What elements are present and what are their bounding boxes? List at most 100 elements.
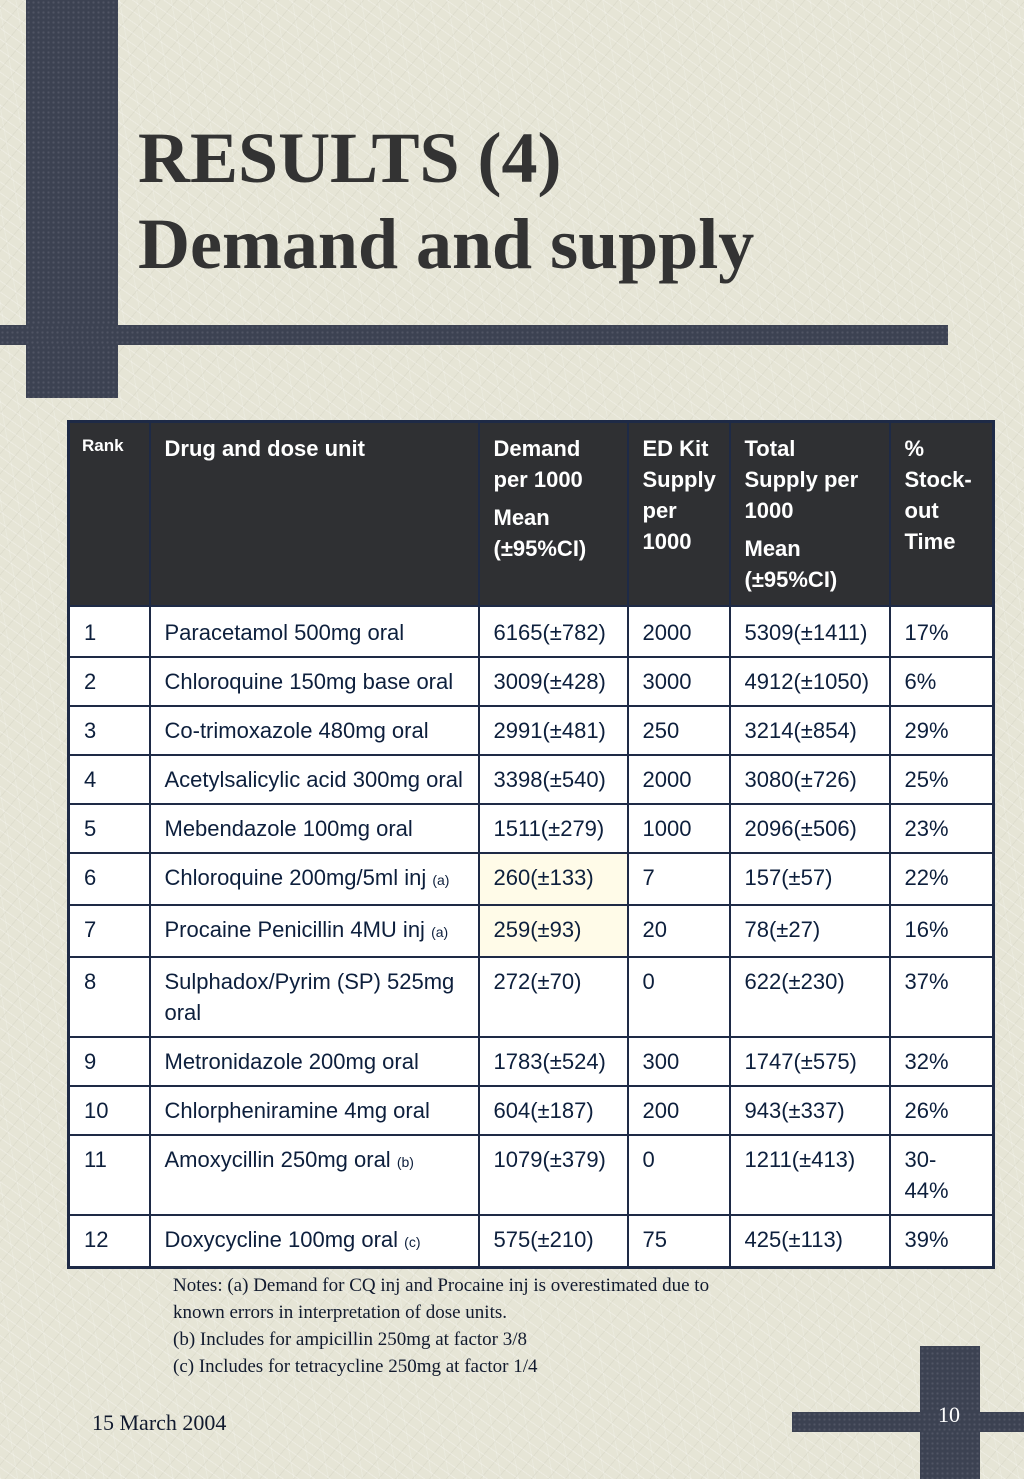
- cell-supply: 943(±337): [728, 1085, 891, 1136]
- cell-supply: 5309(±1411): [728, 605, 891, 658]
- table-row: 1 Paracetamol 500mg oral 6165(±782) 2000 530…: [67, 605, 995, 658]
- cell-demand: 2991(±481): [477, 705, 629, 756]
- header-drug: Drug and dose unit: [148, 420, 480, 607]
- cell-demand: 259(±93): [477, 904, 629, 958]
- drug-name: Procaine Penicillin 4MU inj: [164, 917, 425, 942]
- cell-edkit: 1000: [626, 803, 731, 854]
- cell-drug: Co-trimoxazole 480mg oral: [148, 705, 480, 756]
- drug-name: Metronidazole 200mg oral: [164, 1049, 419, 1074]
- cell-rank: 10: [67, 1085, 151, 1136]
- table-row: 5 Mebendazole 100mg oral 1511(±279) 1000 209…: [67, 803, 995, 854]
- cell-demand: 6165(±782): [477, 605, 629, 658]
- cell-drug: Acetylsalicylic acid 300mg oral: [148, 754, 480, 805]
- cell-rank: 3: [67, 705, 151, 756]
- cell-drug: Sulphadox/Pyrim (SP) 525mg oral: [148, 956, 480, 1038]
- cell-supply: 78(±27): [728, 904, 891, 958]
- slide-title-line1: RESULTS (4): [138, 118, 562, 198]
- page-number: 10: [938, 1402, 960, 1427]
- drug-name: Co-trimoxazole 480mg oral: [164, 718, 429, 743]
- cell-rank: 4: [67, 754, 151, 805]
- drug-name: Chloroquine 150mg base oral: [164, 669, 454, 694]
- cell-rank: 9: [67, 1036, 151, 1087]
- cell-stockout: 23%: [888, 803, 995, 854]
- header-demand-line2: Mean (±95%CI): [493, 505, 587, 561]
- slide-title: RESULTS (4) Demand and supply: [138, 115, 754, 287]
- cell-stockout: 29%: [888, 705, 995, 756]
- table-row: 10 Chlorpheniramine 4mg oral 604(±187) 200 9…: [67, 1085, 995, 1136]
- results-table: Rank Drug and dose unit Demand per 1000 …: [67, 420, 995, 1269]
- cell-edkit: 200: [626, 1085, 731, 1136]
- cell-supply: 1211(±413): [728, 1134, 891, 1216]
- drug-name: Sulphadox/Pyrim (SP) 525mg oral: [164, 969, 455, 1025]
- cell-drug: Mebendazole 100mg oral: [148, 803, 480, 854]
- header-supply: Total Supply per 1000 Mean (±95%CI): [728, 420, 891, 607]
- footnotes: Notes: (a) Demand for CQ inj and Procain…: [173, 1272, 709, 1380]
- cell-edkit: 75: [626, 1214, 731, 1269]
- header-stockout: % Stock-out Time: [888, 420, 995, 607]
- cell-stockout: 16%: [888, 904, 995, 958]
- cell-rank: 11: [67, 1134, 151, 1216]
- cell-demand: 1783(±524): [477, 1036, 629, 1087]
- cell-stockout: 37%: [888, 956, 995, 1038]
- slide-title-line2: Demand and supply: [138, 204, 755, 284]
- cell-rank: 6: [67, 852, 151, 906]
- table-row: 8 Sulphadox/Pyrim (SP) 525mg oral 272(±70)…: [67, 956, 995, 1038]
- cell-edkit: 250: [626, 705, 731, 756]
- footnote-line4: (c) Includes for tetracycline 250mg at f…: [173, 1356, 538, 1377]
- drug-name: Amoxycillin 250mg oral: [164, 1147, 391, 1172]
- cell-rank: 8: [67, 956, 151, 1038]
- cell-rank: 5: [67, 803, 151, 854]
- cell-demand: 3398(±540): [477, 754, 629, 805]
- cell-drug: Chloroquine 200mg/5ml inj (a): [148, 852, 480, 906]
- footnote-line2: known errors in interpretation of dose u…: [173, 1302, 508, 1323]
- cell-stockout: 22%: [888, 852, 995, 906]
- cell-edkit: 2000: [626, 754, 731, 805]
- cell-stockout: 17%: [888, 605, 995, 658]
- cell-drug: Chlorpheniramine 4mg oral: [148, 1085, 480, 1136]
- cell-demand: 1511(±279): [477, 803, 629, 854]
- cell-drug: Paracetamol 500mg oral: [148, 605, 480, 658]
- decorative-bar-bottom: [792, 1412, 1024, 1432]
- cell-edkit: 3000: [626, 656, 731, 707]
- cell-drug: Metronidazole 200mg oral: [148, 1036, 480, 1087]
- cell-edkit: 20: [626, 904, 731, 958]
- footnote-marker: (a): [431, 924, 449, 940]
- cell-drug: Chloroquine 150mg base oral: [148, 656, 480, 707]
- drug-name: Chlorpheniramine 4mg oral: [164, 1098, 430, 1123]
- cell-supply: 1747(±575): [728, 1036, 891, 1087]
- cell-supply: 3214(±854): [728, 705, 891, 756]
- footnote-marker: (a): [432, 872, 450, 888]
- header-rank: Rank: [67, 420, 151, 607]
- table-row: 11 Amoxycillin 250mg oral (b) 1079(±379) 0 1…: [67, 1134, 995, 1216]
- table-row: 2 Chloroquine 150mg base oral 3009(±428) 30…: [67, 656, 995, 707]
- cell-stockout: 26%: [888, 1085, 995, 1136]
- cell-supply: 4912(±1050): [728, 656, 891, 707]
- cell-rank: 7: [67, 904, 151, 958]
- cell-edkit: 7: [626, 852, 731, 906]
- cell-stockout: 25%: [888, 754, 995, 805]
- table-row: 9 Metronidazole 200mg oral 1783(±524) 300 17…: [67, 1036, 995, 1087]
- header-demand: Demand per 1000 Mean (±95%CI): [477, 420, 629, 607]
- cell-edkit: 300: [626, 1036, 731, 1087]
- header-supply-line1: Total Supply per 1000: [744, 436, 859, 523]
- cell-edkit: 0: [626, 1134, 731, 1216]
- cell-drug: Amoxycillin 250mg oral (b): [148, 1134, 480, 1216]
- cell-demand: 575(±210): [477, 1214, 629, 1269]
- cell-supply: 157(±57): [728, 852, 891, 906]
- cell-drug: Doxycycline 100mg oral (c): [148, 1214, 480, 1269]
- table-header-row: Rank Drug and dose unit Demand per 1000 …: [67, 420, 995, 607]
- drug-name: Chloroquine 200mg/5ml inj: [164, 865, 427, 890]
- cell-demand: 260(±133): [477, 852, 629, 906]
- drug-name: Acetylsalicylic acid 300mg oral: [164, 767, 463, 792]
- cell-demand: 3009(±428): [477, 656, 629, 707]
- table-row: 12 Doxycycline 100mg oral (c) 575(±210) 75 4…: [67, 1214, 995, 1269]
- cell-stockout: 32%: [888, 1036, 995, 1087]
- footer-date: 15 March 2004: [92, 1410, 227, 1435]
- cell-supply: 3080(±726): [728, 754, 891, 805]
- footnote-marker: (b): [396, 1154, 414, 1170]
- cell-supply: 425(±113): [728, 1214, 891, 1269]
- cell-drug: Procaine Penicillin 4MU inj (a): [148, 904, 480, 958]
- drug-name: Mebendazole 100mg oral: [164, 816, 413, 841]
- table-row: 4 Acetylsalicylic acid 300mg oral 3398(±54…: [67, 754, 995, 805]
- table-row: 6 Chloroquine 200mg/5ml inj (a) 260(±133) 7…: [67, 852, 995, 906]
